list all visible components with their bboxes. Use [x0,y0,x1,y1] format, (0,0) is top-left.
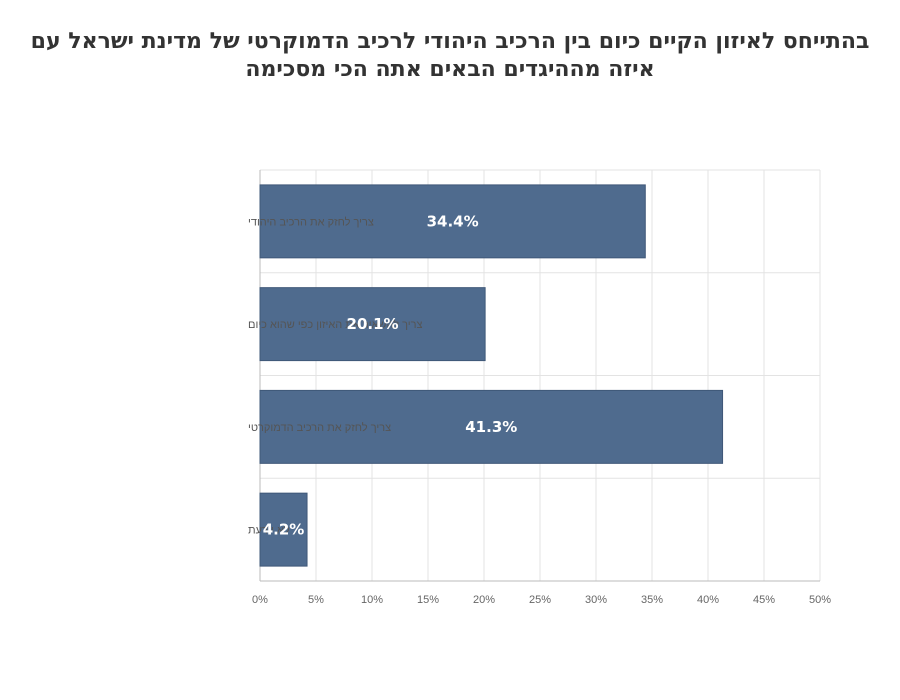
data-label: 34.4% [427,212,479,230]
category-label: צריך לחזק את הרכיב הדמוקרטי [248,421,391,434]
chart-title-line2: איזה מההיגדים הבאים אתה הכי מסכימה [245,57,655,82]
category-label: צריך לחזק את הרכיב היהודי [248,215,374,228]
x-tick-label: 40% [697,594,719,606]
bar [259,492,308,567]
bar [259,287,486,362]
category-label: לא יודעת [248,524,290,537]
x-tick-label: 45% [753,594,775,606]
x-tick-label: 5% [308,594,324,606]
chart-title: בהתייחס לאיזון הקיים כיום בין הרכיב היהו… [0,28,900,84]
x-tick-label: 50% [809,594,831,606]
data-label: 41.3% [465,418,517,436]
data-label: 4.2% [263,521,305,539]
chart-title-line1: בהתייחס לאיזון הקיים כיום בין הרכיב היהו… [30,29,870,54]
x-tick-label: 25% [529,594,551,606]
x-tick-label: 30% [585,594,607,606]
x-tick-label: 15% [417,594,439,606]
x-tick-label: 0% [252,594,268,606]
data-label: 20.1% [347,315,399,333]
bar [259,184,646,259]
category-label: צריך להשאיר את האיזון כפי שהוא כיום [248,318,423,331]
bar [259,389,724,464]
x-tick-label: 35% [641,594,663,606]
x-tick-label: 20% [473,594,495,606]
x-tick-label: 10% [361,594,383,606]
